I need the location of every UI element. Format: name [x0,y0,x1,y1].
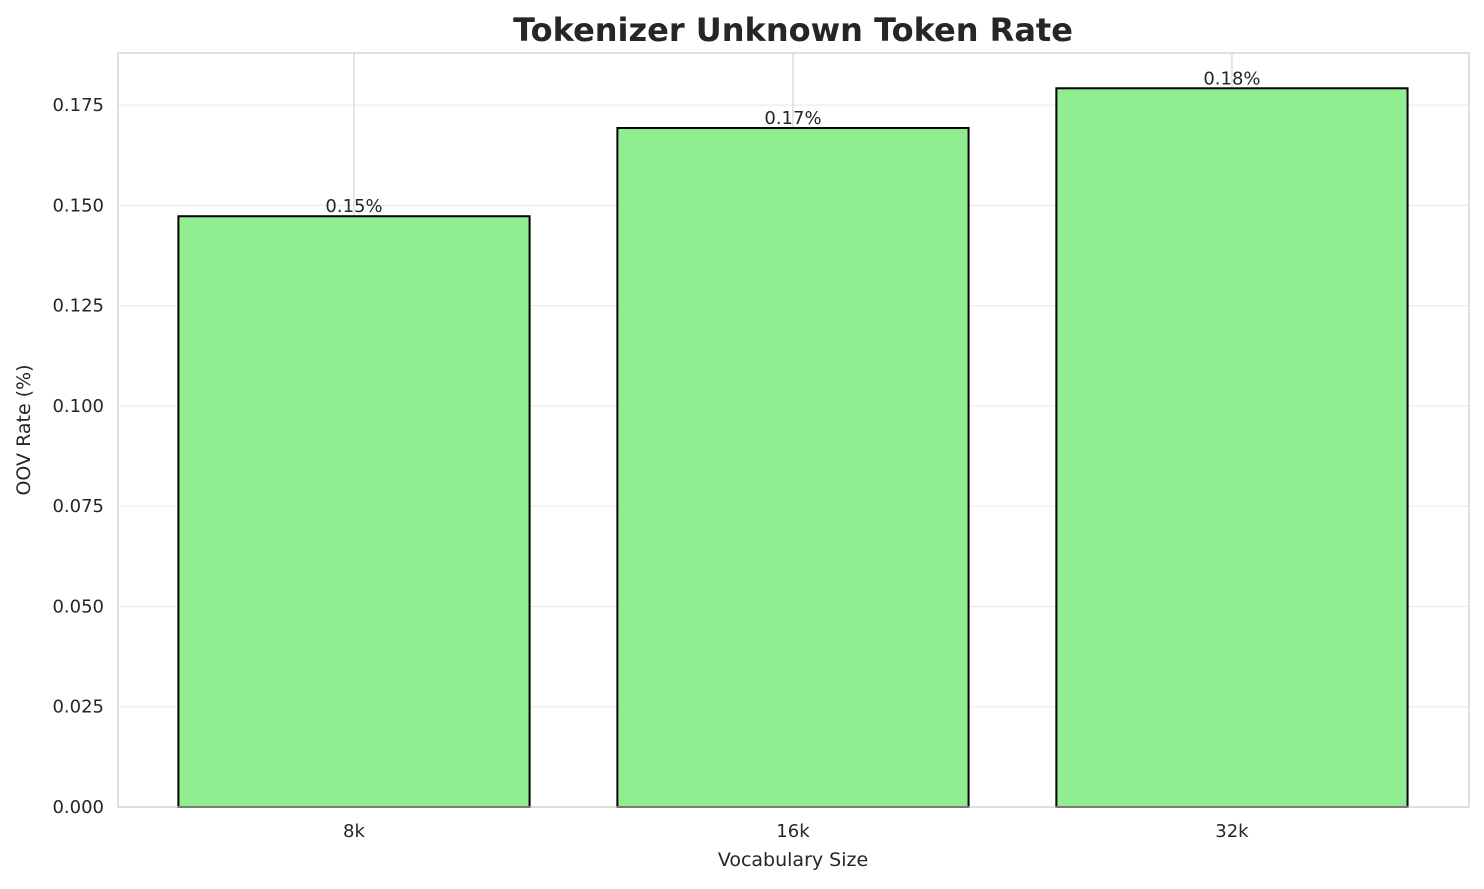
bars [177,87,1409,808]
y-tick-label: 0.050 [52,596,104,617]
chart-title: Tokenizer Unknown Token Rate [513,11,1073,49]
bar-value-label: 0.15% [325,196,382,217]
x-tick-label: 8k [343,821,365,842]
y-tick-label: 0.150 [52,195,104,216]
x-axis-label: Vocabulary Size [718,849,868,871]
y-tick-label: 0.000 [52,797,104,818]
y-tick-label: 0.025 [52,697,104,718]
y-tick-label: 0.075 [52,496,104,517]
bar-32k [1055,87,1409,808]
y-tick-label: 0.175 [52,95,104,116]
x-tick-label: 32k [1215,821,1249,842]
plot-frame [117,52,1470,808]
bar-8k [177,215,531,808]
y-tick-label: 0.100 [52,396,104,417]
bar-value-label: 0.17% [764,108,821,129]
y-axis-label: OOV Rate (%) [13,364,35,495]
bar-value-label: 0.18% [1203,68,1260,89]
data-labels: 0.15% 0.17% 0.18% [325,68,1260,217]
y-axis: 0.000 0.025 0.050 0.075 0.100 0.125 0.150 0.175 [52,95,104,818]
y-tick-label: 0.125 [52,296,104,317]
x-axis: 8k 16k 32k [343,821,1249,842]
bar-16k [616,126,970,808]
x-tick-label: 16k [776,821,810,842]
